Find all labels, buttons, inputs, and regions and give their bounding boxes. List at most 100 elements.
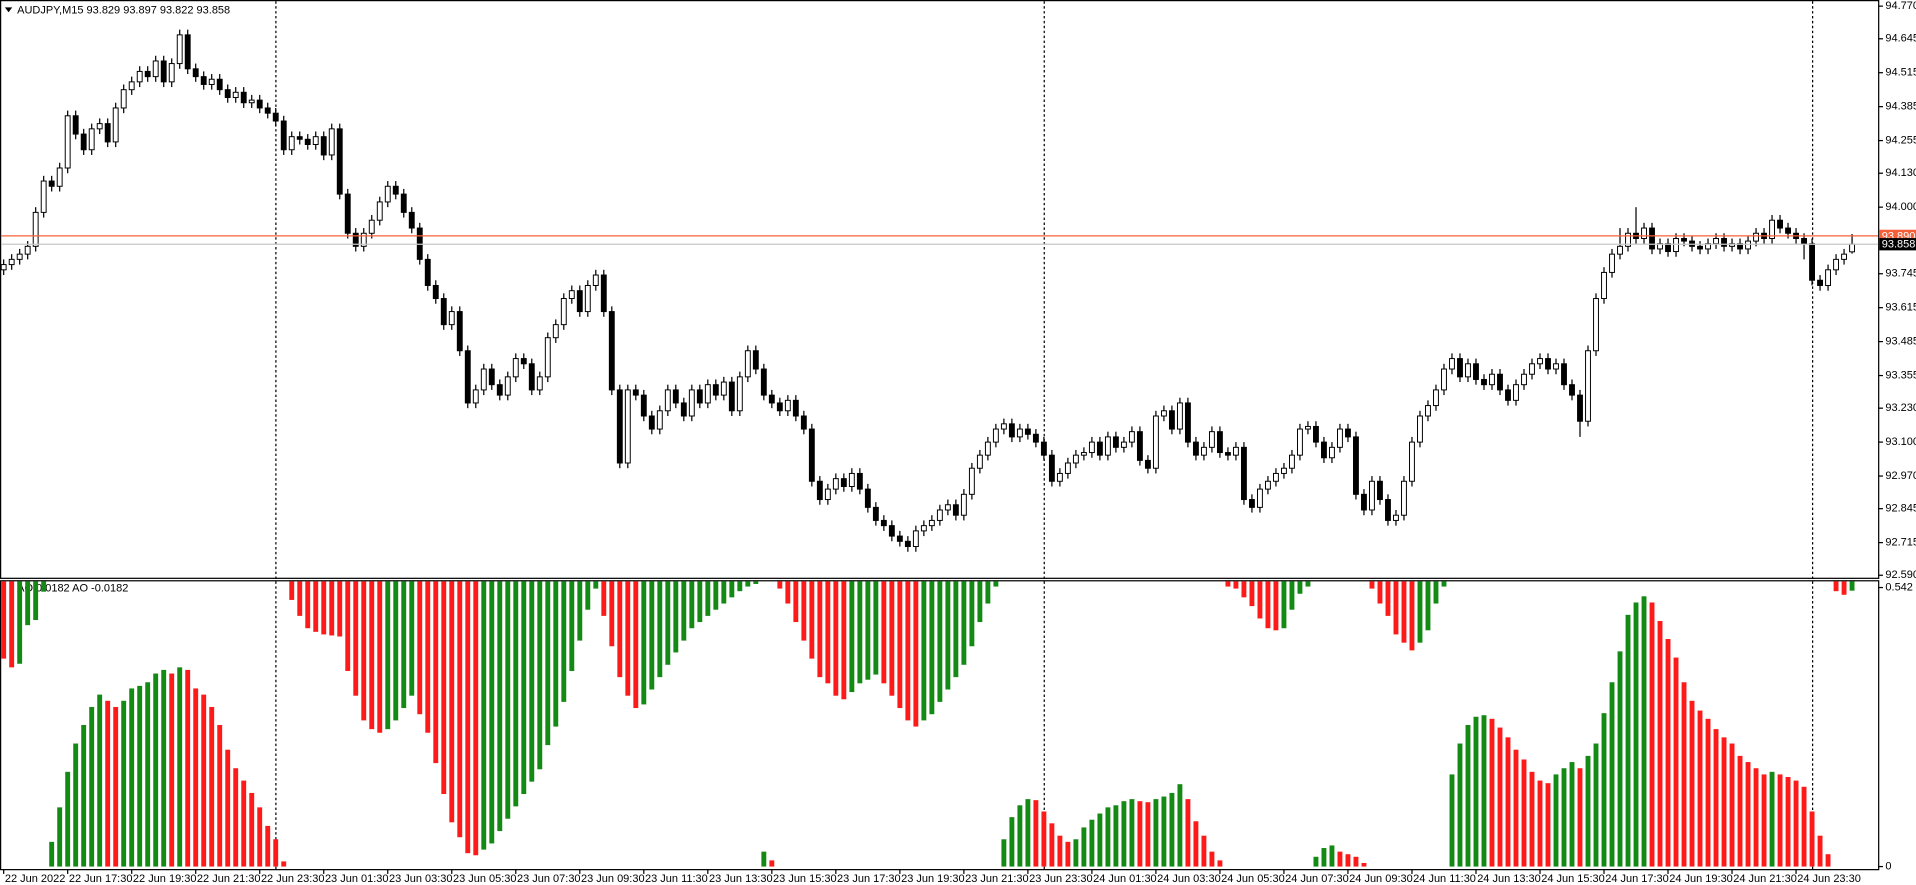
price-pane-border <box>0 0 1880 579</box>
x-tick-label: 23 Jun 15:30 <box>773 873 837 885</box>
ao-bar <box>705 581 711 616</box>
candle-body <box>792 399 799 417</box>
ao-bar <box>441 581 447 795</box>
candle-body <box>1825 269 1831 286</box>
candle-body <box>1817 279 1823 286</box>
candle-body <box>672 389 679 404</box>
ao-bar <box>449 581 455 823</box>
candle-body <box>1192 441 1199 456</box>
ao-bar <box>321 581 327 635</box>
ao-bar <box>1497 727 1503 867</box>
ao-bar <box>401 581 407 709</box>
ao-bar <box>1601 713 1607 867</box>
candle-body <box>1232 446 1239 456</box>
ao-bar <box>1265 581 1271 629</box>
candle-body <box>944 504 951 511</box>
ao-bar <box>1529 771 1535 867</box>
candle-body <box>928 519 935 527</box>
candle-body <box>1016 428 1023 438</box>
ao-bar <box>337 581 343 637</box>
candle-body <box>376 201 383 221</box>
ao-bar <box>905 581 911 721</box>
candle-body <box>288 136 295 151</box>
x-tick-label: 22 Jun 23:30 <box>261 873 325 885</box>
candle-body <box>1745 240 1751 250</box>
ao-bar <box>1033 800 1039 867</box>
candle-body <box>1449 358 1455 370</box>
ao-bar <box>817 581 823 678</box>
ao-bar <box>465 581 471 854</box>
candle-body <box>1080 452 1087 456</box>
ao-bar <box>737 581 743 592</box>
ao-bar <box>745 581 751 587</box>
y-tick-label: 94.385 <box>1885 101 1916 113</box>
candle-body <box>1128 431 1135 443</box>
ao-bar <box>889 581 895 696</box>
x-tick-label: 24 Jun 23:30 <box>1797 873 1861 885</box>
candle-body <box>1168 410 1175 430</box>
ao-bar <box>585 581 591 610</box>
candle-body <box>1713 237 1719 245</box>
candle-body <box>736 376 743 412</box>
ao-bar <box>409 581 415 696</box>
dropdown-icon[interactable] <box>4 7 13 13</box>
ao-bar <box>1313 856 1319 867</box>
ao-bar <box>1241 581 1247 598</box>
candle-body <box>1248 499 1255 508</box>
candle-body <box>1112 436 1119 448</box>
ao-bar <box>1097 813 1103 867</box>
ao-bar <box>761 851 767 867</box>
y-tick-label: 94.515 <box>1885 67 1916 79</box>
candle-body <box>592 274 599 286</box>
ao-bar <box>1537 780 1543 867</box>
ao-bar <box>1721 737 1727 867</box>
candle-body <box>728 381 735 412</box>
ao-bar <box>633 581 639 709</box>
candle-body <box>976 454 983 469</box>
ao-bar <box>569 581 575 671</box>
ao-bar <box>545 581 551 746</box>
y-tick-label: 94.000 <box>1885 201 1916 213</box>
ao-bar <box>1153 799 1159 867</box>
candle-body <box>96 123 103 130</box>
x-tick-label: 24 Jun 21:30 <box>1733 873 1797 885</box>
ao-bar <box>169 673 175 867</box>
ao-bar <box>1625 614 1631 867</box>
ao-bar <box>1617 651 1623 867</box>
candle-body <box>1401 480 1407 516</box>
candle-body <box>1649 227 1655 250</box>
candle-body <box>1208 431 1215 448</box>
x-tick-label: 24 Jun 19:30 <box>1669 873 1733 885</box>
ao-bar <box>1785 776 1791 867</box>
candle-body <box>1329 446 1335 459</box>
ao-bar <box>993 581 999 587</box>
candle-body <box>1673 237 1679 253</box>
ao-bar <box>1281 581 1287 629</box>
ao-bar <box>1705 718 1711 867</box>
ao-bar <box>1217 860 1223 867</box>
candle-body <box>1497 373 1503 391</box>
ao-bar <box>729 581 735 598</box>
candle-body <box>240 91 247 104</box>
candle-body <box>176 34 183 65</box>
ao-bar <box>721 581 727 604</box>
candle-body <box>248 99 255 104</box>
candle-body <box>920 525 927 532</box>
candle-body <box>480 368 487 391</box>
candle-body <box>192 68 199 78</box>
y-tick-label: 93.485 <box>1885 335 1916 347</box>
candle-body <box>992 428 999 443</box>
y-tick-label: 94.770 <box>1885 0 1916 12</box>
ao-bar <box>1465 724 1471 867</box>
ao-bar <box>1585 755 1591 867</box>
ao-bar <box>433 581 439 764</box>
ao-bar <box>1073 839 1079 867</box>
candle-body <box>712 384 719 396</box>
candle-body <box>1369 480 1375 511</box>
candle-body <box>1385 499 1391 521</box>
candle-body <box>1256 488 1263 508</box>
candle-body <box>128 81 135 91</box>
candle-body <box>224 89 231 99</box>
ao-bar <box>457 581 463 838</box>
